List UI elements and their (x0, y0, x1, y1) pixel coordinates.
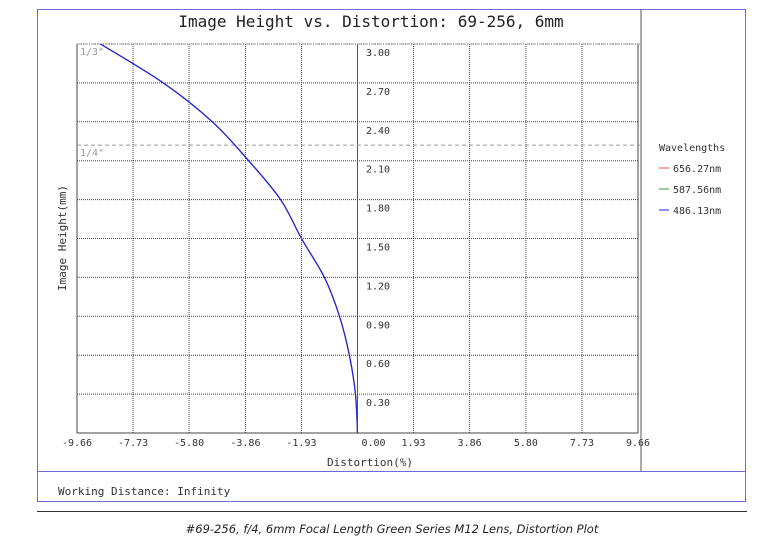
y-tick-label: 3.00 (366, 48, 390, 59)
y-tick-label: 1.50 (366, 243, 390, 254)
working-distance: Working Distance: Infinity (58, 485, 231, 498)
caption-rule (37, 511, 747, 512)
y-axis-label: Image Height(mm) (56, 185, 69, 291)
sensor-reference-label: 1/4" (80, 148, 104, 159)
x-tick-label: 7.73 (570, 438, 594, 449)
y-tick-label: 2.40 (366, 126, 390, 137)
x-tick-label: -7.73 (118, 438, 148, 449)
chart-frame (37, 9, 746, 502)
x-tick-label: -5.80 (174, 438, 204, 449)
x-tick-label: 0.00 (362, 438, 386, 449)
y-tick-label: 0.90 (366, 320, 390, 331)
legend-entry: 587.56nm (673, 185, 721, 196)
x-tick-label: -9.66 (62, 438, 92, 449)
y-tick-label: 2.10 (366, 165, 390, 176)
legend-entry: 656.27nm (673, 164, 721, 175)
sensor-reference-label: 1/3" (80, 47, 104, 58)
y-tick-label: 1.20 (366, 281, 390, 292)
x-axis-label: Distortion(%) (327, 456, 413, 469)
y-tick-label: 0.30 (366, 398, 390, 409)
series-line-486.13nm (100, 43, 359, 434)
x-tick-label: 5.80 (514, 438, 538, 449)
y-tick-label: 2.70 (366, 87, 390, 98)
legend-entry: 486.13nm (673, 206, 721, 217)
legend-title: Wavelengths (659, 143, 725, 154)
x-tick-label: 1.93 (401, 438, 425, 449)
x-tick-label: -3.86 (230, 438, 260, 449)
y-tick-label: 0.60 (366, 359, 390, 370)
chart-title: Image Height vs. Distortion: 69-256, 6mm (178, 12, 563, 31)
x-tick-label: -1.93 (286, 438, 316, 449)
figure-caption: #69-256, f/4, 6mm Focal Length Green Ser… (185, 522, 599, 536)
footer-divider (37, 471, 746, 472)
x-tick-label: 3.86 (458, 438, 482, 449)
x-tick-label: 9.66 (626, 438, 650, 449)
y-tick-label: 1.80 (366, 204, 390, 215)
